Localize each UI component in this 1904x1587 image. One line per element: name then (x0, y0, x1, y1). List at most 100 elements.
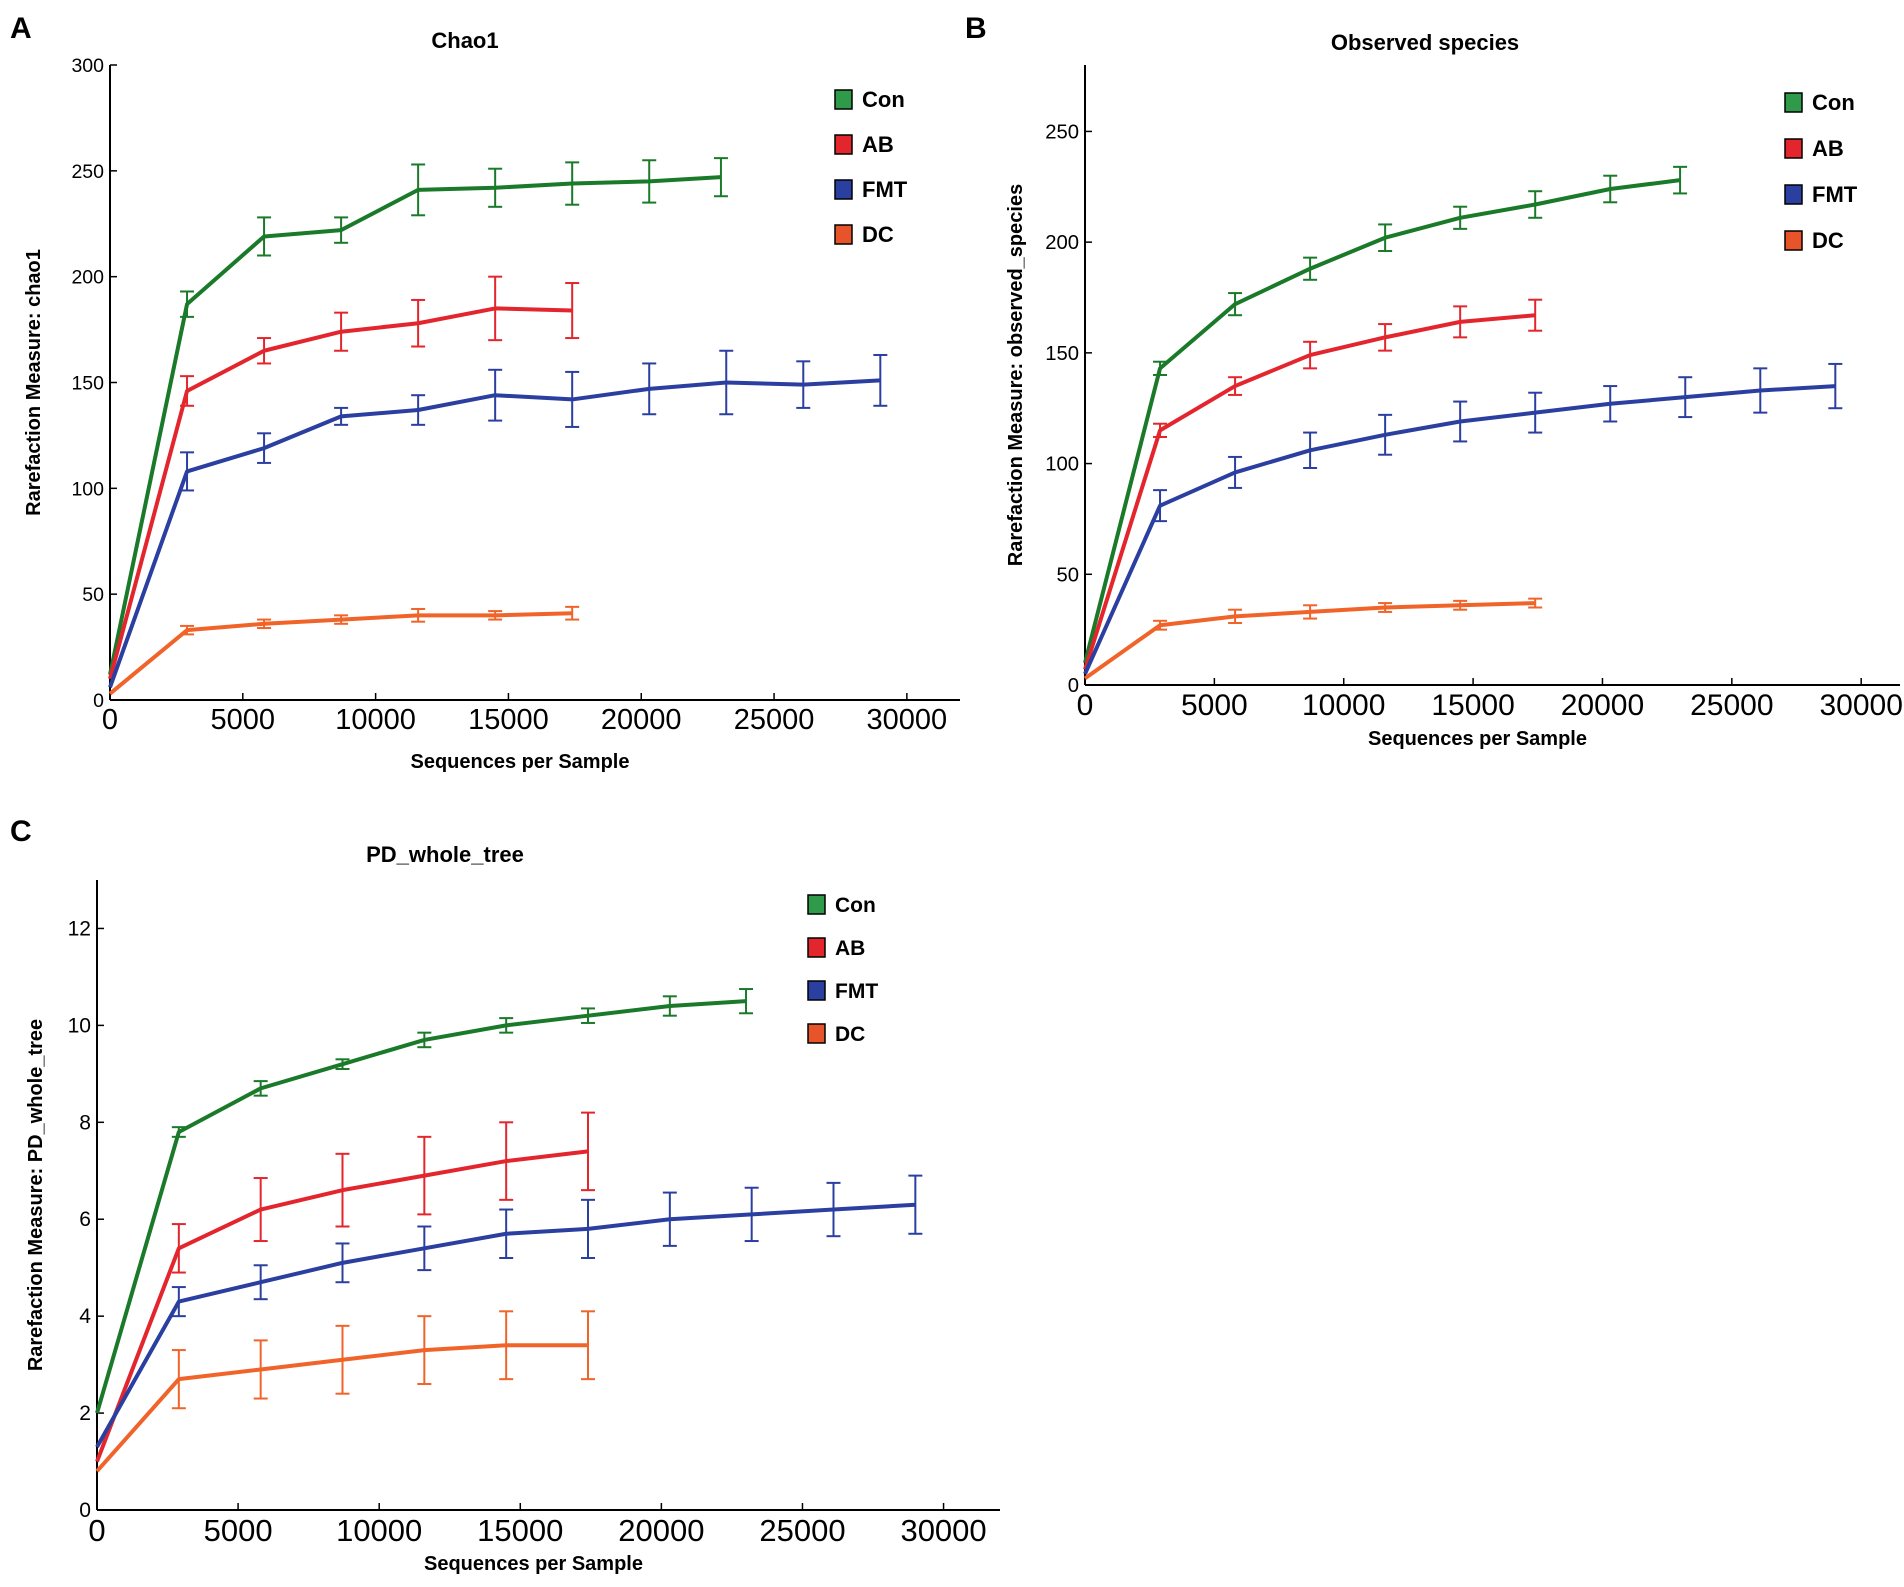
series-line (108, 175, 722, 676)
legend-label-fmt: FMT (835, 980, 878, 1003)
y-tick-label: 8 (79, 1111, 91, 1134)
error-bar (1303, 340, 1318, 370)
legend-swatch-con (807, 894, 826, 915)
error-bar (417, 1315, 432, 1385)
x-tick-label: 20000 (601, 704, 682, 736)
error-bar (499, 1310, 514, 1381)
error-bar (1828, 362, 1843, 410)
error-bar (253, 1264, 268, 1301)
error-bar (1453, 400, 1468, 443)
error-bar (1228, 376, 1243, 396)
series-ab (108, 275, 580, 680)
error-bar (1303, 604, 1318, 620)
panel-letter-a: A (10, 12, 32, 45)
x-tick-label: 5000 (211, 704, 276, 736)
legend-swatch-dc (1784, 230, 1803, 251)
error-bar (1603, 174, 1618, 204)
series-dc (95, 1310, 596, 1473)
series-fmt (95, 1174, 923, 1448)
y-tick-label: 6 (79, 1208, 91, 1231)
error-bar (1378, 413, 1393, 456)
error-bar (334, 311, 349, 352)
error-bar (1153, 489, 1168, 523)
error-bar (1153, 619, 1168, 631)
legend-swatch-ab (834, 134, 853, 155)
error-bar (581, 1007, 596, 1024)
y-tick-label: 12 (68, 917, 91, 940)
error-bar (662, 995, 677, 1017)
error-bar (1678, 376, 1693, 419)
error-bar (335, 1242, 350, 1284)
error-bar (499, 1017, 514, 1034)
legend-swatch-fmt (807, 980, 826, 1001)
legend-label-con: Con (1812, 90, 1855, 115)
x-axis-label: Sequences per Sample (411, 751, 630, 773)
chart-2: Observed species 0 50 100 150 200 250 0 5000 1000… (1005, 30, 1903, 750)
legend-label-dc: DC (1812, 228, 1844, 253)
error-bar (581, 1111, 596, 1192)
error-bar (1673, 165, 1688, 195)
x-tick-label: 10000 (335, 704, 416, 736)
x-tick-label: 0 (1077, 689, 1094, 722)
x-tick-label: 30000 (867, 704, 948, 736)
error-bar (334, 406, 349, 426)
panel-letter-b: B (965, 12, 987, 45)
x-tick-label: 20000 (618, 1513, 704, 1548)
error-bar (335, 1324, 350, 1395)
x-tick-label: 25000 (1690, 689, 1773, 722)
chart-1: Chao1 0 50 100 150 200 250 300 0 5000 10000 15000 20… (23, 28, 960, 773)
panel-letter-c: C (10, 815, 32, 848)
x-tick-label: 15000 (468, 704, 549, 736)
x-axis-label: Sequences per Sample (424, 1553, 643, 1575)
y-axis-label: Rarefaction Measure: PD_whole_tree (25, 1019, 47, 1371)
error-bar (171, 1223, 186, 1274)
error-bar (488, 610, 503, 621)
error-bar (1528, 391, 1543, 434)
y-tick-label: 300 (71, 55, 104, 77)
error-bar (1753, 367, 1768, 414)
error-bar (1378, 223, 1393, 252)
error-bar (253, 1339, 268, 1400)
legend-swatch-fmt (1784, 184, 1803, 205)
error-bar (1378, 602, 1393, 613)
error-bar (1153, 360, 1168, 376)
legend-swatch-con (1784, 92, 1803, 113)
legend-label-fmt: FMT (1812, 182, 1858, 207)
legend-swatch-ab (807, 937, 826, 958)
series-fmt (108, 349, 888, 688)
y-tick-label: 200 (71, 267, 104, 289)
error-bar (1153, 422, 1168, 438)
error-bar (1453, 205, 1468, 230)
y-tick-label: 150 (1045, 343, 1079, 365)
error-bar (257, 432, 272, 464)
x-tick-label: 20000 (1561, 689, 1644, 722)
x-tick-label: 15000 (477, 1513, 563, 1548)
series-dc (1083, 597, 1543, 680)
legend-label-ab: AB (1812, 136, 1844, 161)
y-tick-label: 50 (82, 584, 104, 606)
x-tick-label: 5000 (1181, 689, 1248, 722)
error-bar (488, 167, 503, 208)
legend-label-ab: AB (862, 132, 894, 157)
legend-swatch-dc (834, 224, 853, 245)
error-bar (257, 216, 272, 257)
legend-label-fmt: FMT (862, 177, 908, 202)
error-bar (565, 161, 580, 206)
legend-swatch-ab (1784, 138, 1803, 159)
chart-title: PD_whole_tree (366, 842, 524, 867)
error-bar (499, 1121, 514, 1201)
error-bar (411, 298, 426, 348)
error-bar (171, 1126, 186, 1138)
y-tick-label: 150 (71, 373, 104, 395)
series-line (108, 378, 881, 688)
legend: Con AB FMT DC (834, 87, 908, 247)
error-bar (565, 370, 580, 428)
error-bar (796, 360, 811, 409)
x-tick-label: 5000 (204, 1513, 273, 1548)
x-tick-label: 30000 (900, 1513, 986, 1548)
y-tick-label: 100 (1045, 454, 1079, 476)
x-tick-label: 0 (88, 1513, 105, 1548)
legend-label-ab: AB (835, 937, 865, 960)
x-tick-label: 15000 (1431, 689, 1514, 722)
error-bar (1453, 305, 1468, 339)
